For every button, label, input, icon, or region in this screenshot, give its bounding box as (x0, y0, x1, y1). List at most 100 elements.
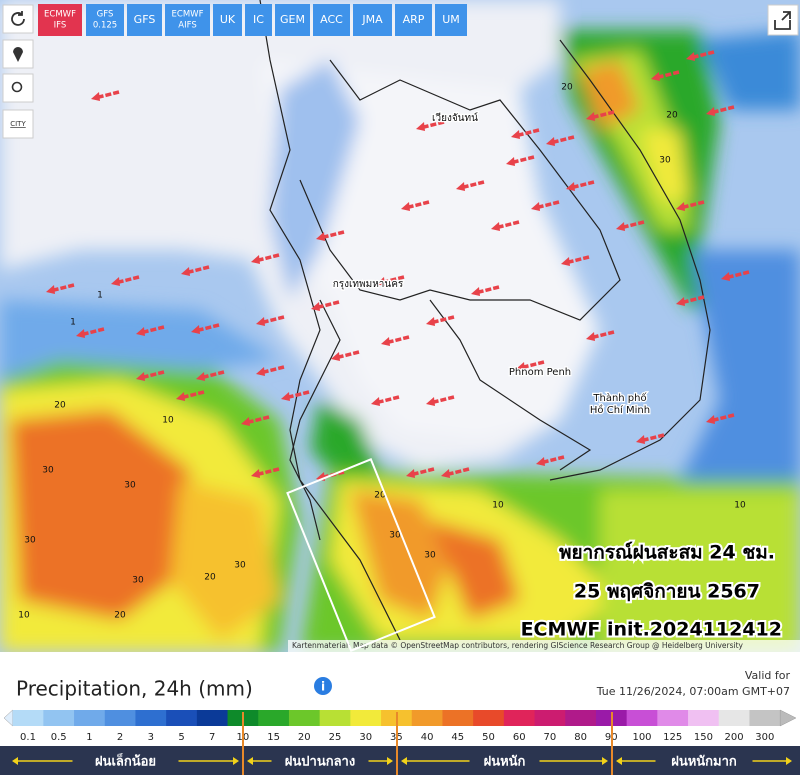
category-label-bg (271, 751, 369, 771)
scale-label: 15 (267, 732, 280, 743)
scale-swatch (135, 710, 167, 726)
wind-arrow-head (721, 272, 730, 281)
wind-arrow-head (256, 317, 265, 326)
wind-arrow-head (256, 367, 265, 376)
wind-arrow-head (181, 267, 190, 276)
wind-arrow-head (506, 157, 515, 166)
wind-arrow-head (511, 130, 520, 139)
category-label-bg (655, 751, 753, 771)
wind-arrow-head (676, 297, 685, 306)
caption-line: ECMWF init.2024112412 (521, 619, 782, 641)
wind-arrow-head (561, 257, 570, 266)
scale-swatch (473, 710, 505, 726)
wind-arrow-head (686, 52, 695, 61)
model-label: IFS (54, 21, 67, 31)
scale-label: 1 (86, 732, 92, 743)
scale-label: 150 (694, 732, 713, 743)
scale-swatch (688, 710, 720, 726)
wind-arrows (46, 50, 750, 481)
contour-label: 20 (561, 83, 573, 93)
legend: Precipitation, 24h (mm) i Valid for Tue … (0, 669, 800, 775)
contour-label: 1 (97, 291, 103, 301)
city-button[interactable] (2, 109, 34, 139)
scale-label: 25 (329, 732, 342, 743)
contour-label: 1 (70, 318, 76, 328)
contour-label: 10 (18, 611, 30, 621)
category-label: ฝนเล็กน้อย (95, 752, 156, 770)
wind-arrow-head (176, 392, 185, 401)
scale-label: 2 (117, 732, 123, 743)
wind-arrow-head (376, 277, 385, 286)
model-button[interactable] (38, 4, 82, 36)
model-label: JMA (361, 13, 383, 26)
wind-arrow-head (456, 182, 465, 191)
contour-label: 30 (659, 156, 671, 166)
model-button[interactable] (213, 4, 242, 36)
info-icon[interactable] (314, 677, 332, 695)
model-label: ACC (320, 13, 343, 26)
scale-swatch (442, 710, 474, 726)
model-button[interactable] (127, 4, 162, 36)
zoom-button[interactable] (2, 73, 34, 103)
scale-swatch (12, 710, 44, 726)
wind-arrow-head (706, 415, 715, 424)
wind-arrow-head (546, 137, 555, 146)
highlight-box (286, 458, 436, 652)
scale-swatch (626, 710, 658, 726)
scale-label: 200 (725, 732, 744, 743)
place-label: กรุงเทพมหานคร (333, 279, 404, 290)
model-label: IC (253, 13, 264, 26)
attribution: Kartenmaterial: Map data © OpenStreetMap… (292, 641, 744, 650)
model-label: GFS (134, 13, 156, 26)
legend-title: Precipitation, 24h (mm) (16, 677, 253, 701)
scale-swatch (749, 710, 781, 726)
scale-label: 125 (663, 732, 682, 743)
wind-arrow-head (586, 332, 595, 341)
model-label: UK (220, 13, 236, 26)
model-button[interactable] (245, 4, 272, 36)
wind-arrow-head (531, 202, 540, 211)
contour-label: 30 (389, 531, 401, 541)
refresh-button[interactable] (2, 4, 34, 34)
model-button[interactable] (435, 4, 467, 36)
wind-arrow-head (706, 107, 715, 116)
scale-label: 80 (574, 732, 587, 743)
wind-arrow-head (426, 317, 435, 326)
scale-swatch (350, 710, 382, 726)
model-button[interactable] (86, 4, 124, 36)
wind-arrow-head (491, 222, 500, 231)
scale-label: 50 (482, 732, 495, 743)
wind-arrow-head (136, 372, 145, 381)
wind-arrow-head (241, 417, 250, 426)
scale-swatch (43, 710, 75, 726)
scale-swatch (565, 710, 597, 726)
wind-arrow-head (91, 92, 100, 101)
zoom-icon (11, 81, 23, 93)
wind-arrow-head (281, 392, 290, 401)
contour-label: 10 (734, 501, 746, 511)
model-label: AIFS (178, 21, 196, 31)
scale-swatch (288, 710, 321, 726)
model-button[interactable] (313, 4, 350, 36)
wind-arrow-head (316, 232, 325, 241)
wind-arrow-head (651, 72, 660, 81)
wind-arrow-head (566, 182, 575, 191)
contour-label: 30 (124, 481, 136, 491)
model-label: UM (442, 13, 460, 26)
category-label-bg (469, 751, 540, 771)
model-button[interactable] (395, 4, 432, 36)
category-label-bg (72, 751, 179, 771)
scale-swatch (411, 710, 443, 726)
model-button[interactable] (353, 4, 392, 36)
contour-label: 30 (234, 561, 246, 571)
contour-label: 30 (24, 536, 36, 546)
wind-arrow-head (471, 287, 480, 296)
share-button[interactable] (767, 4, 799, 36)
model-button[interactable] (275, 4, 310, 36)
model-button[interactable] (165, 4, 210, 36)
wind-arrow-head (191, 325, 200, 334)
map: เวียงจันทน์กรุงเทพมหานคร Phnom Penh Thành … (0, 0, 800, 652)
scale-label: 5 (178, 732, 184, 743)
